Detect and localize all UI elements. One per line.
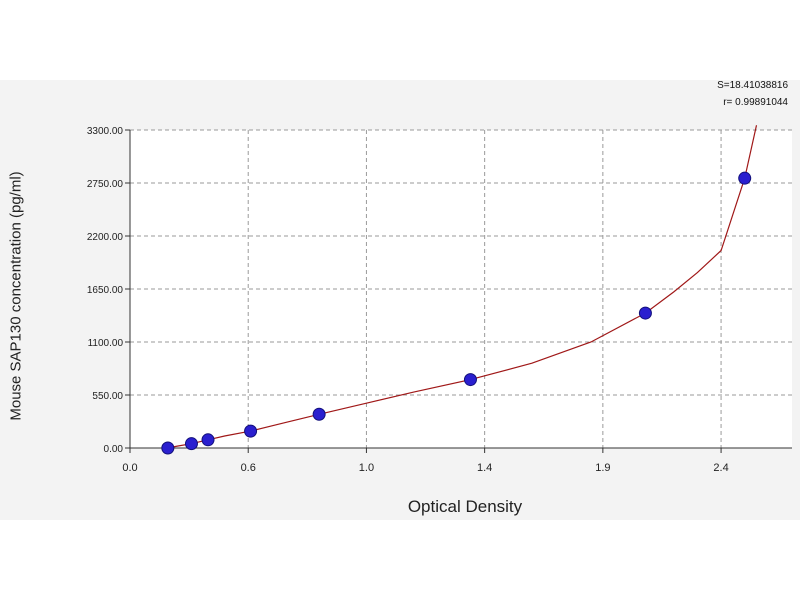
fit-stat-s-label: S xyxy=(717,80,724,91)
y-tick-label: 2750.00 xyxy=(87,179,124,190)
y-tick-label: 1650.00 xyxy=(87,285,124,296)
y-axis-label: Mouse SAP130 concentration (pg/ml) xyxy=(7,171,25,421)
data-point xyxy=(738,171,752,185)
data-point xyxy=(161,441,175,455)
fit-stat-r-value: = 0.99891044 xyxy=(726,97,788,108)
x-axis-label: Optical Density xyxy=(407,497,523,516)
x-tick-label: 1.4 xyxy=(477,462,492,474)
x-tick-label: 1.0 xyxy=(359,462,374,474)
grid-layer xyxy=(130,129,792,448)
data-point xyxy=(463,373,477,387)
axis-layer xyxy=(125,129,792,453)
data-point xyxy=(201,433,215,447)
x-tick-label: 2.4 xyxy=(713,462,728,474)
y-tick-label: 2200.00 xyxy=(87,232,124,243)
x-tick-label: 0.0 xyxy=(122,462,137,474)
data-point xyxy=(312,407,326,421)
fit-stat-r-label: r xyxy=(723,97,727,108)
data-point-layer xyxy=(161,171,752,455)
x-tick-label: 0.6 xyxy=(241,462,256,474)
y-tick-label: 1100.00 xyxy=(88,338,124,349)
tick-label-layer: 0.00.61.01.41.92.42.80.00550.001100.0016… xyxy=(87,126,729,474)
fit-stat-r: r= 0.99891044 xyxy=(723,97,788,108)
x-tick-label: 1.9 xyxy=(595,462,610,474)
y-tick-label: 3300.00 xyxy=(87,126,124,137)
y-tick-label: 550.00 xyxy=(92,391,123,402)
fit-stat-s-value: =18.41038816 xyxy=(723,80,788,91)
y-tick-label: 0.00 xyxy=(104,444,124,455)
data-point xyxy=(244,424,258,438)
fit-stat-s: S=18.41038816 xyxy=(717,80,788,91)
data-point xyxy=(638,306,652,320)
data-point xyxy=(184,437,198,451)
